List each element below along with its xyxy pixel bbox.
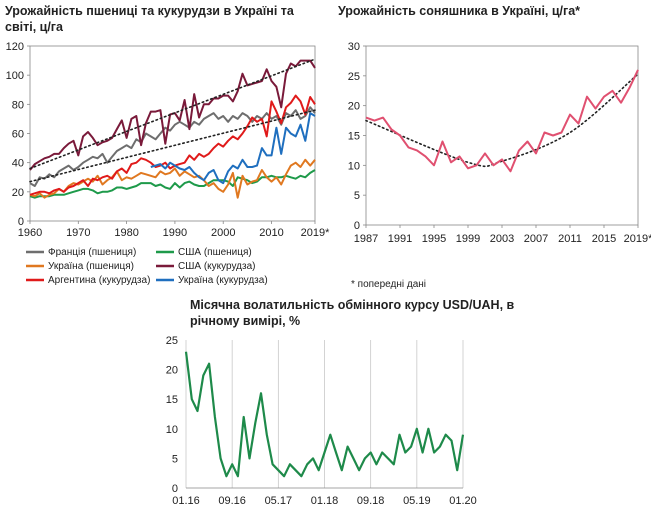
y-tick-label: 120	[6, 41, 24, 53]
legend-item: Аргентина (кукурудза)	[48, 275, 150, 286]
legend-item: Франція (пшениця)	[48, 247, 136, 258]
x-tick-label: 2019*	[624, 233, 651, 245]
chart-title-wheat-corn: Урожайність пшениці та кукурудзи в Украї…	[5, 4, 294, 34]
trend-line	[29, 109, 316, 183]
series-line-україна-кукурудза	[150, 112, 316, 185]
x-tick-label: 01.16	[172, 495, 200, 507]
chart-title-sunflower: Урожайність соняшника в Україні, ц/га*	[338, 4, 581, 18]
x-tick-label: 01.18	[311, 495, 339, 507]
x-tick-label: 2000	[211, 227, 235, 239]
y-tick-label: 0	[18, 216, 24, 228]
legend-item: Україна (пшениця)	[48, 261, 134, 272]
x-tick-label: 1990	[163, 227, 187, 239]
x-tick-label: 01.20	[449, 495, 477, 507]
y-tick-label: 5	[354, 190, 360, 202]
series-line-франція-пшениця	[29, 106, 316, 187]
x-tick-label: 05.17	[265, 495, 293, 507]
y-tick-label: 15	[348, 131, 360, 143]
x-tick-label: 1991	[388, 233, 412, 245]
y-tick-label: 0	[172, 483, 178, 495]
x-tick-label: 2015	[592, 233, 616, 245]
y-tick-label: 10	[348, 160, 360, 172]
y-tick-label: 30	[348, 41, 360, 53]
y-tick-label: 40	[12, 158, 24, 170]
x-tick-label: 2019*	[301, 227, 330, 239]
x-tick-label: 1970	[66, 227, 90, 239]
legend-item: США (пшениця)	[178, 247, 252, 258]
x-tick-label: 09.18	[357, 495, 385, 507]
x-tick-label: 1999	[456, 233, 480, 245]
trend-line	[29, 58, 316, 170]
legend-item: Україна (кукурудза)	[178, 275, 268, 286]
x-tick-label: 2003	[490, 233, 514, 245]
legend-item: США (кукурудза)	[178, 261, 255, 272]
y-tick-label: 80	[12, 99, 24, 111]
x-tick-label: 09.16	[218, 495, 246, 507]
y-tick-label: 5	[172, 453, 178, 465]
series-line-аргентина-кукурудза	[29, 94, 316, 196]
y-tick-label: 20	[348, 101, 360, 113]
x-tick-label: 1960	[18, 227, 42, 239]
y-tick-label: 60	[12, 129, 24, 141]
x-tick-label: 1980	[114, 227, 138, 239]
y-tick-label: 10	[166, 424, 178, 436]
series-line-usd-uah-volatility	[184, 351, 465, 478]
y-tick-label: 25	[166, 335, 178, 347]
trend-line	[365, 73, 639, 168]
x-tick-label: 2007	[524, 233, 548, 245]
y-tick-label: 25	[348, 71, 360, 83]
x-tick-label: 2010	[259, 227, 283, 239]
series-line-sunflower	[365, 69, 639, 173]
x-tick-label: 05.19	[403, 495, 431, 507]
y-tick-label: 20	[12, 187, 24, 199]
preliminary-data-note: * попередні дані	[351, 279, 427, 290]
x-tick-label: 1987	[354, 233, 378, 245]
y-tick-label: 20	[166, 365, 178, 377]
x-tick-label: 1995	[422, 233, 446, 245]
y-tick-label: 15	[166, 394, 178, 406]
y-tick-label: 0	[354, 220, 360, 232]
chart-title-fx-volatility: Місячна волатильність обмінного курсу US…	[190, 298, 515, 328]
y-tick-label: 100	[6, 70, 24, 82]
x-tick-label: 2011	[558, 233, 582, 245]
